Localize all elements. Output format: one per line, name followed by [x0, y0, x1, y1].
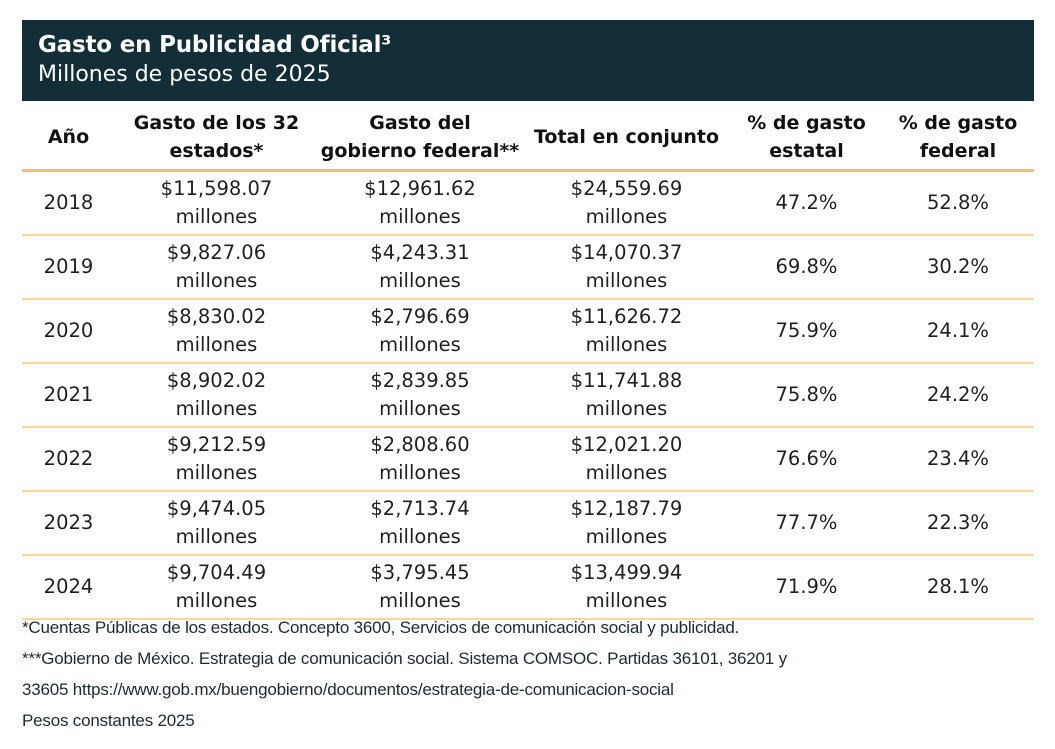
cell-federal-spending: $2,713.74 millones — [318, 491, 522, 556]
column-header-year: Año — [22, 101, 115, 172]
unit-label: millones — [585, 269, 668, 292]
cell-federal-spending: $4,243.31 millones — [318, 235, 522, 300]
cell-pct-state: 76.6% — [731, 427, 882, 492]
cell-pct-state: 75.8% — [731, 363, 882, 428]
cell-pct-federal: 30.2% — [882, 235, 1034, 300]
cell-state-spending: $8,830.02 millones — [115, 299, 318, 364]
unit-label: millones — [175, 397, 258, 420]
cell-pct-state: 71.9% — [731, 555, 882, 620]
cell-total: $13,499.94 millones — [522, 555, 731, 620]
cell-state-spending: $9,212.59 millones — [115, 427, 318, 492]
unit-label: millones — [585, 461, 668, 484]
table-row: 2018 $11,598.07 millones $12,961.62 millones… — [22, 170, 1034, 236]
cell-year: 2020 — [22, 299, 115, 364]
footnotes: *Cuentas Públicas de los estados. Concep… — [22, 612, 1034, 736]
footnote-constant-pesos: Pesos constantes 2025 — [22, 711, 195, 730]
unit-label: millones — [175, 525, 258, 548]
cell-year: 2021 — [22, 363, 115, 428]
column-header-pct-state: % de gasto estatal — [731, 101, 882, 172]
cell-total: $14,070.37 millones — [522, 235, 731, 300]
unit-label: millones — [585, 333, 668, 356]
footnote-federal-source: ***Gobierno de México. Estrategia de com… — [22, 649, 787, 668]
cell-total: $12,021.20 millones — [522, 427, 731, 492]
cell-pct-federal: 28.1% — [882, 555, 1034, 620]
unit-label: millones — [175, 461, 258, 484]
table-title: Gasto en Publicidad Oficial³ — [38, 32, 392, 58]
table-body: 2018 $11,598.07 millones $12,961.62 millones… — [22, 170, 1034, 620]
table-row: 2019 $9,827.06 millones $4,243.31 millones $1… — [22, 235, 1034, 300]
cell-pct-federal: 24.2% — [882, 363, 1034, 428]
footnote-states-source: *Cuentas Públicas de los estados. Concep… — [22, 618, 740, 637]
unit-label: millones — [379, 269, 461, 292]
table-row: 2023 $9,474.05 millones $2,713.74 millones $1… — [22, 491, 1034, 556]
cell-state-spending: $11,598.07 millones — [115, 170, 318, 236]
cell-federal-spending: $12,961.62 millones — [318, 170, 522, 236]
cell-state-spending: $9,704.49 millones — [115, 555, 318, 620]
cell-federal-spending: $3,795.45 millones — [318, 555, 522, 620]
unit-label: millones — [585, 397, 668, 420]
table-row: 2021 $8,902.02 millones $2,839.85 millones $1… — [22, 363, 1034, 428]
column-header-federal-spending: Gasto del gobierno federal** — [318, 101, 522, 172]
cell-year: 2019 — [22, 235, 115, 300]
cell-federal-spending: $2,839.85 millones — [318, 363, 522, 428]
spending-table: Año Gasto de los 32 estados* Gasto del gob… — [22, 101, 1034, 620]
cell-total: $11,741.88 millones — [522, 363, 731, 428]
cell-pct-federal: 22.3% — [882, 491, 1034, 556]
column-header-state-spending: Gasto de los 32 estados* — [115, 101, 318, 172]
cell-pct-state: 69.8% — [731, 235, 882, 300]
cell-total: $11,626.72 millones — [522, 299, 731, 364]
column-header-pct-federal: % de gasto federal — [882, 101, 1034, 172]
unit-label: millones — [175, 333, 258, 356]
cell-state-spending: $9,827.06 millones — [115, 235, 318, 300]
unit-label: millones — [585, 205, 668, 228]
unit-label: millones — [379, 205, 461, 228]
table-subtitle: Millones de pesos de 2025 — [38, 62, 331, 87]
unit-label: millones — [175, 269, 258, 292]
cell-federal-spending: $2,796.69 millones — [318, 299, 522, 364]
table-row: 2022 $9,212.59 millones $2,808.60 millones $1… — [22, 427, 1034, 492]
cell-year: 2022 — [22, 427, 115, 492]
cell-year: 2023 — [22, 491, 115, 556]
unit-label: millones — [379, 589, 461, 612]
cell-state-spending: $9,474.05 millones — [115, 491, 318, 556]
table-title-bar: Gasto en Publicidad Oficial³ Millones de… — [22, 20, 1034, 101]
unit-label: millones — [379, 333, 461, 356]
unit-label: millones — [379, 397, 461, 420]
cell-pct-state: 47.2% — [731, 170, 882, 236]
cell-state-spending: $8,902.02 millones — [115, 363, 318, 428]
header-row: Año Gasto de los 32 estados* Gasto del gob… — [22, 101, 1034, 172]
unit-label: millones — [175, 589, 258, 612]
unit-label: millones — [585, 525, 668, 548]
cell-total: $24,559.69 millones — [522, 170, 731, 236]
column-header-total: Total en conjunto — [522, 101, 731, 172]
cell-federal-spending: $2,808.60 millones — [318, 427, 522, 492]
unit-label: millones — [379, 525, 461, 548]
unit-label: millones — [585, 589, 668, 612]
unit-label: millones — [175, 205, 258, 228]
cell-pct-federal: 52.8% — [882, 170, 1034, 236]
cell-pct-state: 75.9% — [731, 299, 882, 364]
cell-pct-federal: 24.1% — [882, 299, 1034, 364]
unit-label: millones — [379, 461, 461, 484]
table-row: 2024 $9,704.49 millones $3,795.45 millones $1… — [22, 555, 1034, 620]
cell-pct-federal: 23.4% — [882, 427, 1034, 492]
cell-year: 2024 — [22, 555, 115, 620]
cell-total: $12,187.79 millones — [522, 491, 731, 556]
table-row: 2020 $8,830.02 millones $2,796.69 millones $1… — [22, 299, 1034, 364]
cell-pct-state: 77.7% — [731, 491, 882, 556]
footnote-federal-url: 33605 https://www.gob.mx/buengobierno/do… — [22, 680, 674, 699]
cell-year: 2018 — [22, 170, 115, 236]
